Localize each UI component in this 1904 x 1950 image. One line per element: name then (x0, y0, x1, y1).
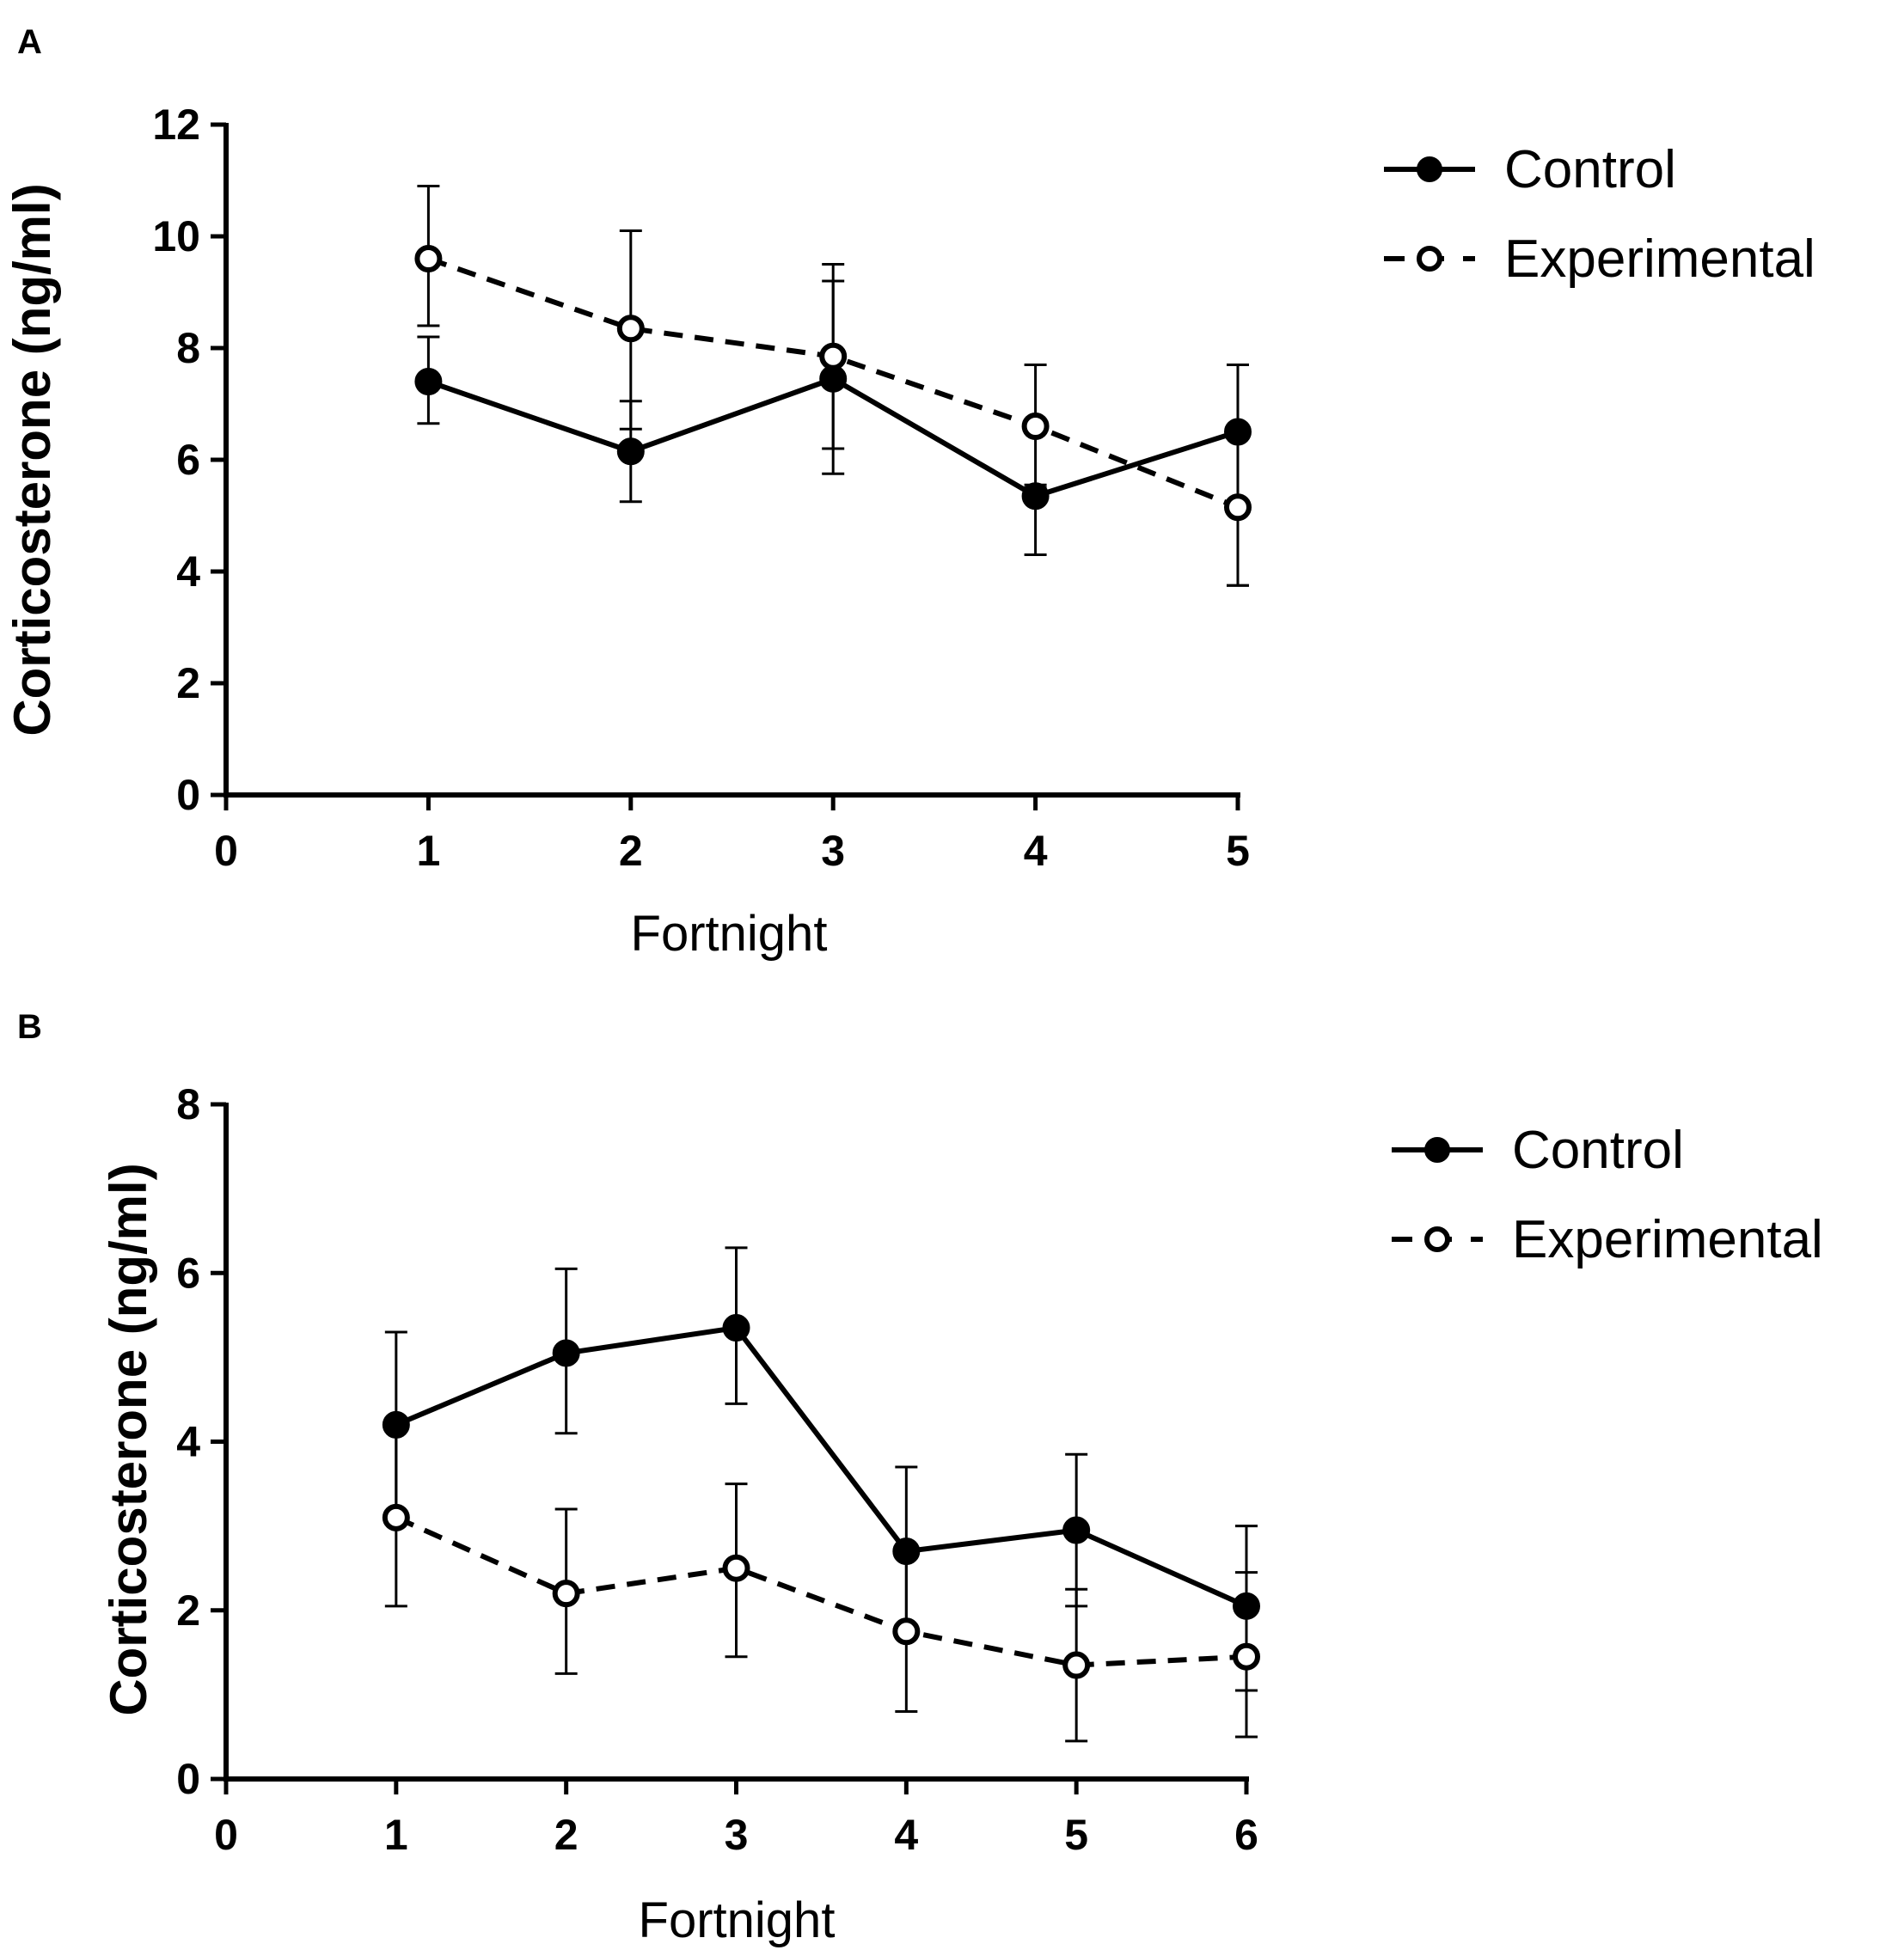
panel-a-point-control (414, 368, 443, 395)
panel-a-x-axis-title: Fortnight (631, 906, 828, 962)
panel-b-y-tick-label: 2 (176, 1586, 200, 1635)
panel-b-point-control (1062, 1516, 1091, 1544)
panel-a-x-tick-label: 5 (1226, 827, 1250, 875)
panel-a-y-tick-label: 4 (176, 547, 200, 596)
panel-a-letter: A (17, 23, 42, 61)
panel-a-y-tick-label: 12 (152, 101, 200, 149)
panel-b-letter: B (17, 1008, 42, 1046)
chart-panel-b: 0 2 4 6 8 0 1 2 3 4 5 6 Fortnight Corticosterone (ng/… (100, 1080, 1823, 1948)
panel-a-y-tick-label: 8 (176, 324, 200, 372)
panel-a-x-tick-label: 3 (821, 827, 845, 875)
panel-b-point-control (722, 1314, 750, 1342)
panel-b-legend-label-experimental: Experimental (1512, 1210, 1823, 1269)
panel-a-x-tick-label: 2 (619, 827, 643, 875)
panel-b-point-experimental (892, 1617, 921, 1646)
panel-b-x-tick-label: 5 (1064, 1811, 1088, 1859)
panel-b-point-control (1233, 1592, 1260, 1620)
panel-b-x-tick-label: 4 (894, 1811, 918, 1859)
panel-b-point-experimental (382, 1503, 410, 1531)
panel-a-point-control (1224, 418, 1252, 446)
panel-b-point-control (552, 1339, 580, 1367)
panel-a-y-tick-label: 2 (176, 659, 200, 707)
panel-a-point-experimental (819, 342, 848, 370)
panel-a-legend-label-experimental: Experimental (1504, 229, 1815, 289)
panel-b-x-tick-label: 0 (214, 1811, 238, 1859)
panel-b-y-axis-title: Corticosterone (ng/ml) (100, 1163, 157, 1715)
panel-a-point-experimental (414, 245, 443, 272)
panel-b-point-control (382, 1410, 410, 1439)
panel-b-x-tick-label: 3 (725, 1811, 749, 1859)
panel-a-x-tick-label: 1 (416, 827, 440, 875)
panel-b-legend-marker-experimental (1424, 1226, 1450, 1252)
panel-a-point-control (1021, 482, 1050, 510)
panel-b-y-tick-label: 6 (176, 1249, 200, 1297)
panel-b-legend-label-control: Control (1512, 1121, 1684, 1180)
panel-b-legend-marker-control (1424, 1137, 1450, 1163)
panel-b-x-axis-title: Fortnight (639, 1892, 836, 1948)
panel-a-point-control (616, 437, 645, 466)
panel-a-y-tick-label: 0 (176, 771, 200, 819)
panel-a-x-tick-label: 0 (214, 827, 238, 875)
panel-b-x-tick-label: 1 (384, 1811, 408, 1859)
panel-b-point-experimental (722, 1554, 750, 1582)
panel-a-y-axis-title: Corticosterone (ng/ml) (3, 183, 61, 736)
panel-a-legend-marker-experimental (1417, 246, 1442, 272)
panel-b-point-control (892, 1537, 921, 1566)
panel-b-point-experimental (1062, 1651, 1091, 1679)
panel-b-point-experimental (1233, 1642, 1260, 1671)
panel-a-y-tick-label: 10 (152, 212, 200, 260)
panel-b-y-tick-label: 4 (176, 1418, 200, 1466)
panel-b-line-experimental (395, 1515, 1247, 1668)
panel-a-point-experimental (1021, 413, 1050, 440)
panel-a-x-tick-label: 4 (1024, 827, 1048, 875)
panel-b-x-tick-label: 6 (1234, 1811, 1258, 1859)
panel-b-line-control (395, 1325, 1248, 1609)
panel-b-x-tick-label: 2 (554, 1811, 579, 1859)
panel-b-point-experimental (552, 1580, 580, 1608)
panel-b-y-tick-label: 8 (176, 1080, 200, 1128)
panel-a-point-experimental (1224, 493, 1252, 522)
panel-a-legend-label-control: Control (1504, 140, 1676, 199)
panel-b-y-tick-label: 0 (176, 1755, 200, 1803)
panel-a-point-experimental (616, 315, 645, 343)
panel-a-y-tick-label: 6 (176, 436, 200, 484)
panel-a-legend-marker-control (1417, 156, 1442, 182)
